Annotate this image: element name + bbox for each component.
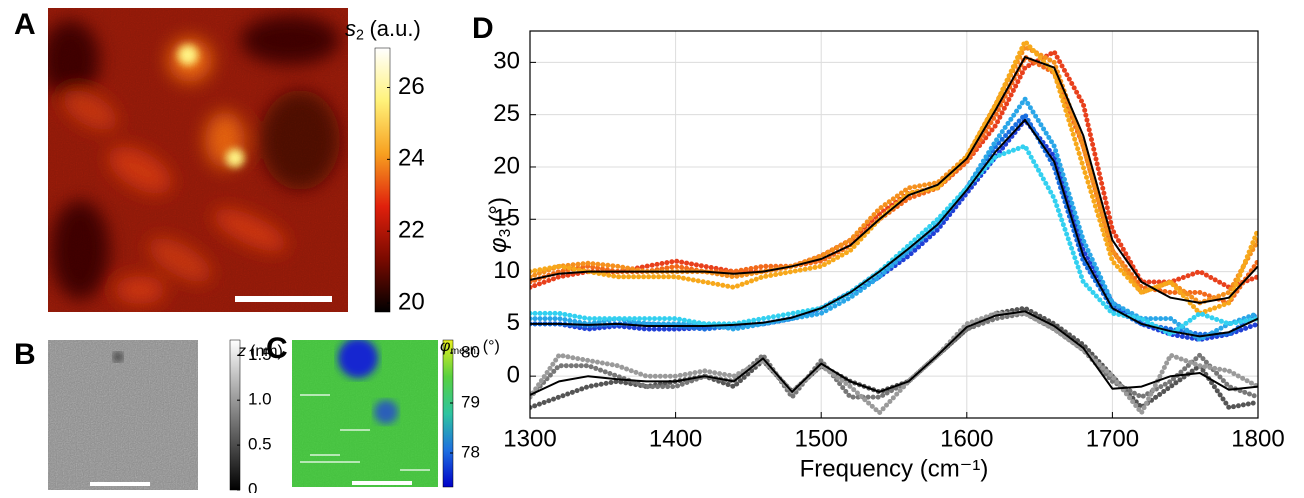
- colorbar-tick-label: 0.5: [248, 435, 272, 454]
- colorbar-tick-label: 24: [398, 145, 425, 172]
- panel-letter: D: [472, 12, 494, 45]
- label-unit: (°): [483, 338, 500, 355]
- x-tick-label: 1800: [1231, 425, 1284, 452]
- x-axis-label: Frequency (cm⁻¹): [800, 455, 989, 482]
- label-unit: (nm): [250, 343, 283, 360]
- dotted-series: [530, 112, 1258, 337]
- colorbar: [229, 339, 241, 491]
- y-tick-label: 15: [493, 205, 520, 232]
- series-group: [530, 39, 1258, 416]
- panel-letter: B: [14, 338, 36, 371]
- panel-letter: A: [14, 8, 36, 41]
- x-tick-label: 1700: [1086, 425, 1139, 452]
- x-tick-label: 1500: [795, 425, 848, 452]
- axis-label: z (nm): [237, 343, 283, 360]
- y-tick-label: 20: [493, 152, 520, 179]
- x-tick-label: 1300: [503, 425, 556, 452]
- colorbar: [374, 47, 391, 313]
- label-symbol: φ: [485, 237, 512, 253]
- fit-line: [530, 118, 1258, 338]
- colorbar-tick-label: 1.0: [248, 390, 272, 409]
- axis-label: s2 (a.u.): [345, 16, 421, 43]
- dotted-series: [530, 310, 1258, 416]
- dotted-series: [530, 117, 1258, 343]
- y-tick-label: 0: [507, 362, 520, 389]
- plot-frame: [529, 30, 1259, 419]
- y-tick-label: 25: [493, 100, 520, 127]
- axis-label: φ3 (°): [485, 197, 514, 253]
- fit-line: [530, 310, 1258, 396]
- label-unit: (a.u.): [369, 16, 420, 41]
- y-tick-label: 10: [493, 257, 520, 284]
- label-symbol: s: [345, 16, 356, 41]
- colorbar-tick-label: 0: [248, 479, 257, 493]
- axis-label: φmech. (°): [440, 338, 500, 357]
- colorbar-tick-label: 1.5: [248, 345, 272, 364]
- dotted-series: [530, 96, 1258, 343]
- image-c: [292, 340, 438, 487]
- colorbar-tick-label: 79: [461, 392, 480, 411]
- label-subscript: 2: [356, 27, 364, 43]
- colorbar-tick-label: 22: [398, 217, 425, 244]
- x-tick-label: 1400: [649, 425, 702, 452]
- panel-letter: C: [266, 332, 288, 365]
- x-tick-label: 1600: [940, 425, 993, 452]
- fit-line: [530, 56, 1258, 304]
- label-symbol: z: [237, 343, 246, 360]
- dotted-series: [530, 143, 1258, 337]
- dotted-series: [530, 310, 1258, 400]
- y-tick-label: 5: [507, 309, 520, 336]
- label-subscript: 3: [497, 229, 514, 238]
- label-symbol: φ: [440, 338, 450, 355]
- colorbar-tick-label: 26: [398, 73, 425, 100]
- colorbar-tick-label: 80: [461, 342, 480, 361]
- y-tick-label: 30: [493, 48, 520, 75]
- label-unit: (°): [485, 197, 512, 223]
- label-subscript: mech.: [450, 346, 478, 357]
- image-a: [48, 8, 348, 312]
- dotted-series: [530, 49, 1258, 290]
- colorbar-tick-label: 78: [461, 442, 480, 461]
- image-b: [48, 340, 198, 490]
- colorbar-tick-label: 20: [398, 288, 425, 315]
- colorbar: [442, 339, 454, 488]
